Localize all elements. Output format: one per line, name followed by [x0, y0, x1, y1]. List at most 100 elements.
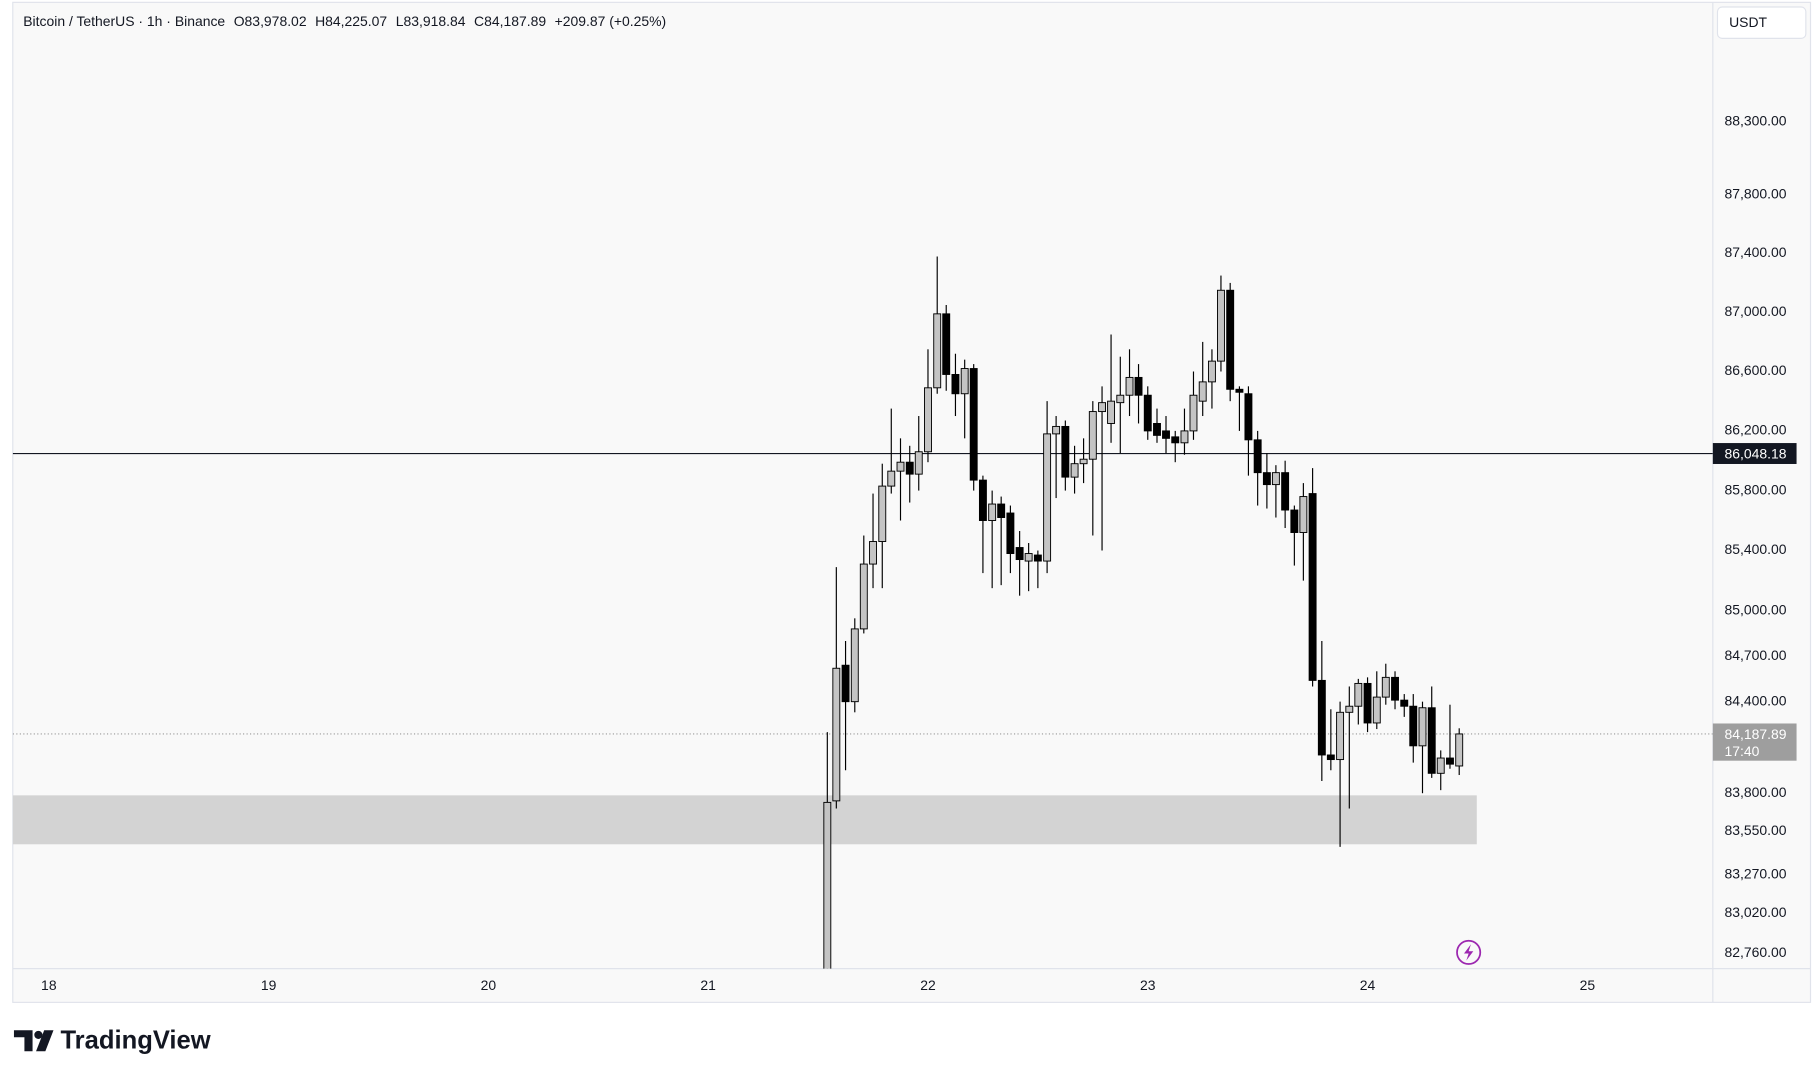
x-tick-label: 19 — [261, 977, 277, 993]
candle-body — [1015, 547, 1024, 561]
candle-body — [1207, 360, 1216, 383]
candle-body — [859, 563, 868, 630]
candle-body — [1336, 711, 1345, 761]
currency-button[interactable] — [1716, 6, 1807, 39]
candle-body — [1418, 707, 1427, 747]
chart-frame — [12, 1, 1812, 1003]
candle-body — [832, 667, 841, 802]
candle-body — [878, 485, 887, 542]
candle-body — [1217, 289, 1225, 362]
candle-body — [960, 368, 969, 395]
ohlc-open: O83,978.02 — [234, 13, 307, 29]
candle-body — [1088, 411, 1097, 460]
chart-header: Bitcoin / TetherUS · 1h · Binance O83,97… — [23, 13, 666, 29]
candle-body — [988, 503, 997, 521]
x-tick-label: 24 — [1360, 977, 1376, 993]
last-price-bg — [1712, 723, 1797, 761]
currency-label: USDT — [1729, 14, 1767, 30]
x-tick-label: 21 — [700, 977, 716, 993]
y-tick-label: 87,400.00 — [1724, 244, 1786, 260]
ohlc-low: L83,918.84 — [396, 13, 466, 29]
x-tick-label: 18 — [41, 977, 57, 993]
candle-body — [1024, 553, 1033, 562]
candle-body — [1162, 430, 1170, 439]
x-tick-label: 20 — [481, 977, 497, 993]
candle-body — [1180, 430, 1189, 444]
candle-body — [924, 387, 932, 453]
y-tick-label: 86,200.00 — [1724, 422, 1786, 438]
candle-body — [841, 664, 850, 703]
plot-area — [12, 256, 1713, 969]
candle-body — [1262, 472, 1271, 486]
candle-body — [1253, 439, 1262, 474]
candle-body — [1372, 696, 1381, 724]
candle-body — [905, 461, 914, 475]
candle-body — [896, 461, 905, 472]
candle-body — [1143, 394, 1152, 432]
y-tick-label: 85,800.00 — [1724, 481, 1786, 497]
candle-body — [850, 628, 859, 703]
y-tick-label: 86,600.00 — [1724, 362, 1786, 378]
candle-body — [997, 503, 1006, 518]
candle-body — [1271, 472, 1280, 486]
x-tick-label: 22 — [920, 977, 936, 993]
candle-body — [1235, 388, 1244, 393]
candle-body — [1436, 757, 1445, 774]
candle-body — [1446, 757, 1454, 765]
candle-body — [1198, 381, 1207, 402]
candle-body — [869, 541, 877, 565]
ohlc-close: C84,187.89 — [474, 13, 546, 29]
y-tick-label: 84,400.00 — [1724, 692, 1786, 708]
candle-body — [951, 373, 960, 395]
candle-body — [1107, 400, 1116, 424]
candle-body — [1281, 472, 1290, 511]
y-tick-label: 83,270.00 — [1724, 865, 1786, 881]
candle-body — [1326, 754, 1335, 761]
candle-body — [1290, 509, 1299, 533]
candle-body — [1061, 425, 1070, 478]
brand: TradingView — [60, 1027, 210, 1055]
change: +209.87 (+0.25%) — [555, 13, 667, 29]
candle-body — [1391, 676, 1399, 701]
candle-body — [1033, 554, 1042, 562]
candle-body — [914, 451, 923, 475]
y-tick-label: 83,550.00 — [1724, 822, 1786, 838]
last-price-label: 84,187.89 — [1724, 726, 1786, 742]
ohlc-high: H84,225.07 — [315, 13, 387, 29]
y-tick-label: 88,300.00 — [1724, 113, 1786, 129]
candle-body — [1116, 394, 1125, 404]
y-tick-label: 85,000.00 — [1724, 601, 1786, 617]
candle-body — [933, 313, 942, 389]
y-tick-label: 85,400.00 — [1724, 541, 1786, 557]
candle-body — [1070, 463, 1079, 478]
candle-body — [1189, 394, 1198, 432]
y-tick-label: 84,700.00 — [1724, 647, 1786, 663]
candle-body — [1409, 705, 1418, 747]
y-tick-label: 87,800.00 — [1724, 186, 1786, 202]
candle-body — [1006, 512, 1015, 555]
candle-body — [1171, 436, 1180, 444]
candle-body — [1317, 679, 1326, 756]
candle-body — [1134, 376, 1143, 396]
y-tick-label: 87,000.00 — [1724, 303, 1786, 319]
candle-body — [1427, 707, 1436, 774]
symbol: Bitcoin / TetherUS · 1h · Binance — [23, 13, 225, 29]
candle-body — [1381, 676, 1390, 698]
candle-body — [823, 801, 832, 969]
candle-body — [1153, 422, 1161, 436]
candle-body — [1226, 289, 1235, 390]
candle-body — [1079, 458, 1088, 465]
candle-body — [1400, 699, 1409, 707]
candle-body — [1244, 393, 1253, 441]
x-tick-label: 25 — [1580, 977, 1596, 993]
lightning-icon[interactable] — [1456, 939, 1482, 965]
y-tick-label: 83,800.00 — [1724, 784, 1786, 800]
y-tick-label: 82,760.00 — [1724, 944, 1786, 960]
candle-body — [1354, 682, 1363, 707]
hline-label: 86,048.18 — [1724, 445, 1786, 461]
hline-label-bg — [1712, 443, 1797, 464]
candle-body — [1345, 705, 1354, 713]
y-tick-label: 83,020.00 — [1724, 904, 1786, 920]
candle-body — [887, 470, 896, 487]
support-zone — [12, 795, 1477, 845]
